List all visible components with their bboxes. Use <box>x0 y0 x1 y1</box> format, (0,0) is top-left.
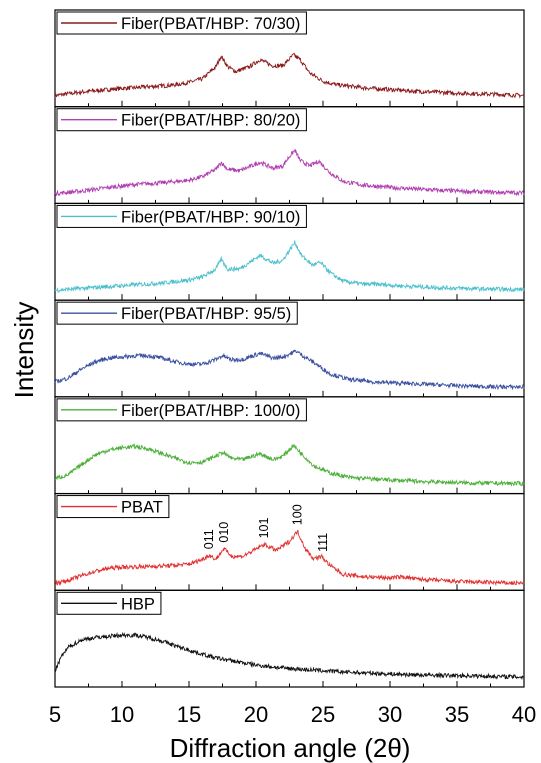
legend-box <box>56 591 162 615</box>
series-line <box>54 529 525 587</box>
legend-box <box>56 204 307 228</box>
panel-ticks <box>54 197 525 204</box>
x-tick-label: 5 <box>49 702 61 727</box>
legend: Fiber(PBAT/HBP: 100/0) <box>56 398 307 422</box>
legend-box <box>56 11 307 35</box>
legend-box <box>56 398 307 422</box>
panel-5: Fiber(PBAT/HBP: 100/0) <box>54 396 525 495</box>
panel-3: Fiber(PBAT/HBP: 90/10) <box>54 202 525 301</box>
x-tick-label: 10 <box>110 702 134 727</box>
panel-1: Fiber(PBAT/HBP: 70/30) <box>54 9 525 108</box>
legend: Fiber(PBAT/HBP: 90/10) <box>56 204 307 228</box>
series-line <box>54 148 525 197</box>
legend-box <box>56 108 307 132</box>
peak-label: 100 <box>291 504 305 525</box>
x-tick-label: 25 <box>311 702 335 727</box>
legend-label: Fiber(PBAT/HBP: 70/30) <box>121 15 300 33</box>
series-line <box>54 240 525 294</box>
panel-ticks <box>54 100 525 107</box>
legend-box <box>56 301 298 325</box>
legend-label: Fiber(PBAT/HBP: 90/10) <box>121 208 300 226</box>
legend-label: HBP <box>121 595 155 613</box>
panel-ticks <box>54 487 525 494</box>
peak-label: 101 <box>257 517 271 538</box>
legend: PBAT <box>56 495 170 519</box>
panel-7: HBP <box>54 589 525 688</box>
x-tick-label: 35 <box>445 702 469 727</box>
x-axis: 5 10 15 20 25 30 35 40 <box>49 702 536 727</box>
y-axis-title: Intensity <box>9 302 39 399</box>
panel-6: PBAT 011 010 101 100 111 <box>54 492 525 591</box>
peak-label: 011 <box>202 529 216 549</box>
x-tick-label: 20 <box>244 702 268 727</box>
panel-ticks <box>54 584 525 591</box>
legend-label: Fiber(PBAT/HBP: 80/20) <box>121 112 300 130</box>
x-tick-label: 40 <box>512 702 536 727</box>
series-line <box>54 349 525 391</box>
panels-layer: Fiber(PBAT/HBP: 70/30) Fiber(PBAT/HBP: 80… <box>54 9 525 688</box>
legend: Fiber(PBAT/HBP: 95/5) <box>56 301 298 325</box>
legend: Fiber(PBAT/HBP: 80/20) <box>56 108 307 132</box>
series-line <box>54 443 525 487</box>
panel-ticks <box>54 681 525 687</box>
legend-label: PBAT <box>121 499 163 517</box>
legend: HBP <box>56 591 162 615</box>
legend-label: Fiber(PBAT/HBP: 95/5) <box>121 305 291 323</box>
series-line <box>54 631 525 681</box>
x-tick-label: 15 <box>177 702 201 727</box>
series-line <box>54 52 525 99</box>
x-tick-label: 30 <box>378 702 402 727</box>
x-axis-title: Diffraction angle (2θ) <box>170 733 411 763</box>
panel-ticks <box>54 294 525 301</box>
panel-ticks <box>54 390 525 397</box>
peak-label: 111 <box>316 533 330 552</box>
peak-label: 010 <box>217 522 231 543</box>
legend-label: Fiber(PBAT/HBP: 100/0) <box>121 402 300 420</box>
panel-4: Fiber(PBAT/HBP: 95/5) <box>54 299 525 398</box>
legend: Fiber(PBAT/HBP: 70/30) <box>56 11 307 35</box>
panel-2: Fiber(PBAT/HBP: 80/20) <box>54 106 525 205</box>
legend-box <box>56 495 170 519</box>
